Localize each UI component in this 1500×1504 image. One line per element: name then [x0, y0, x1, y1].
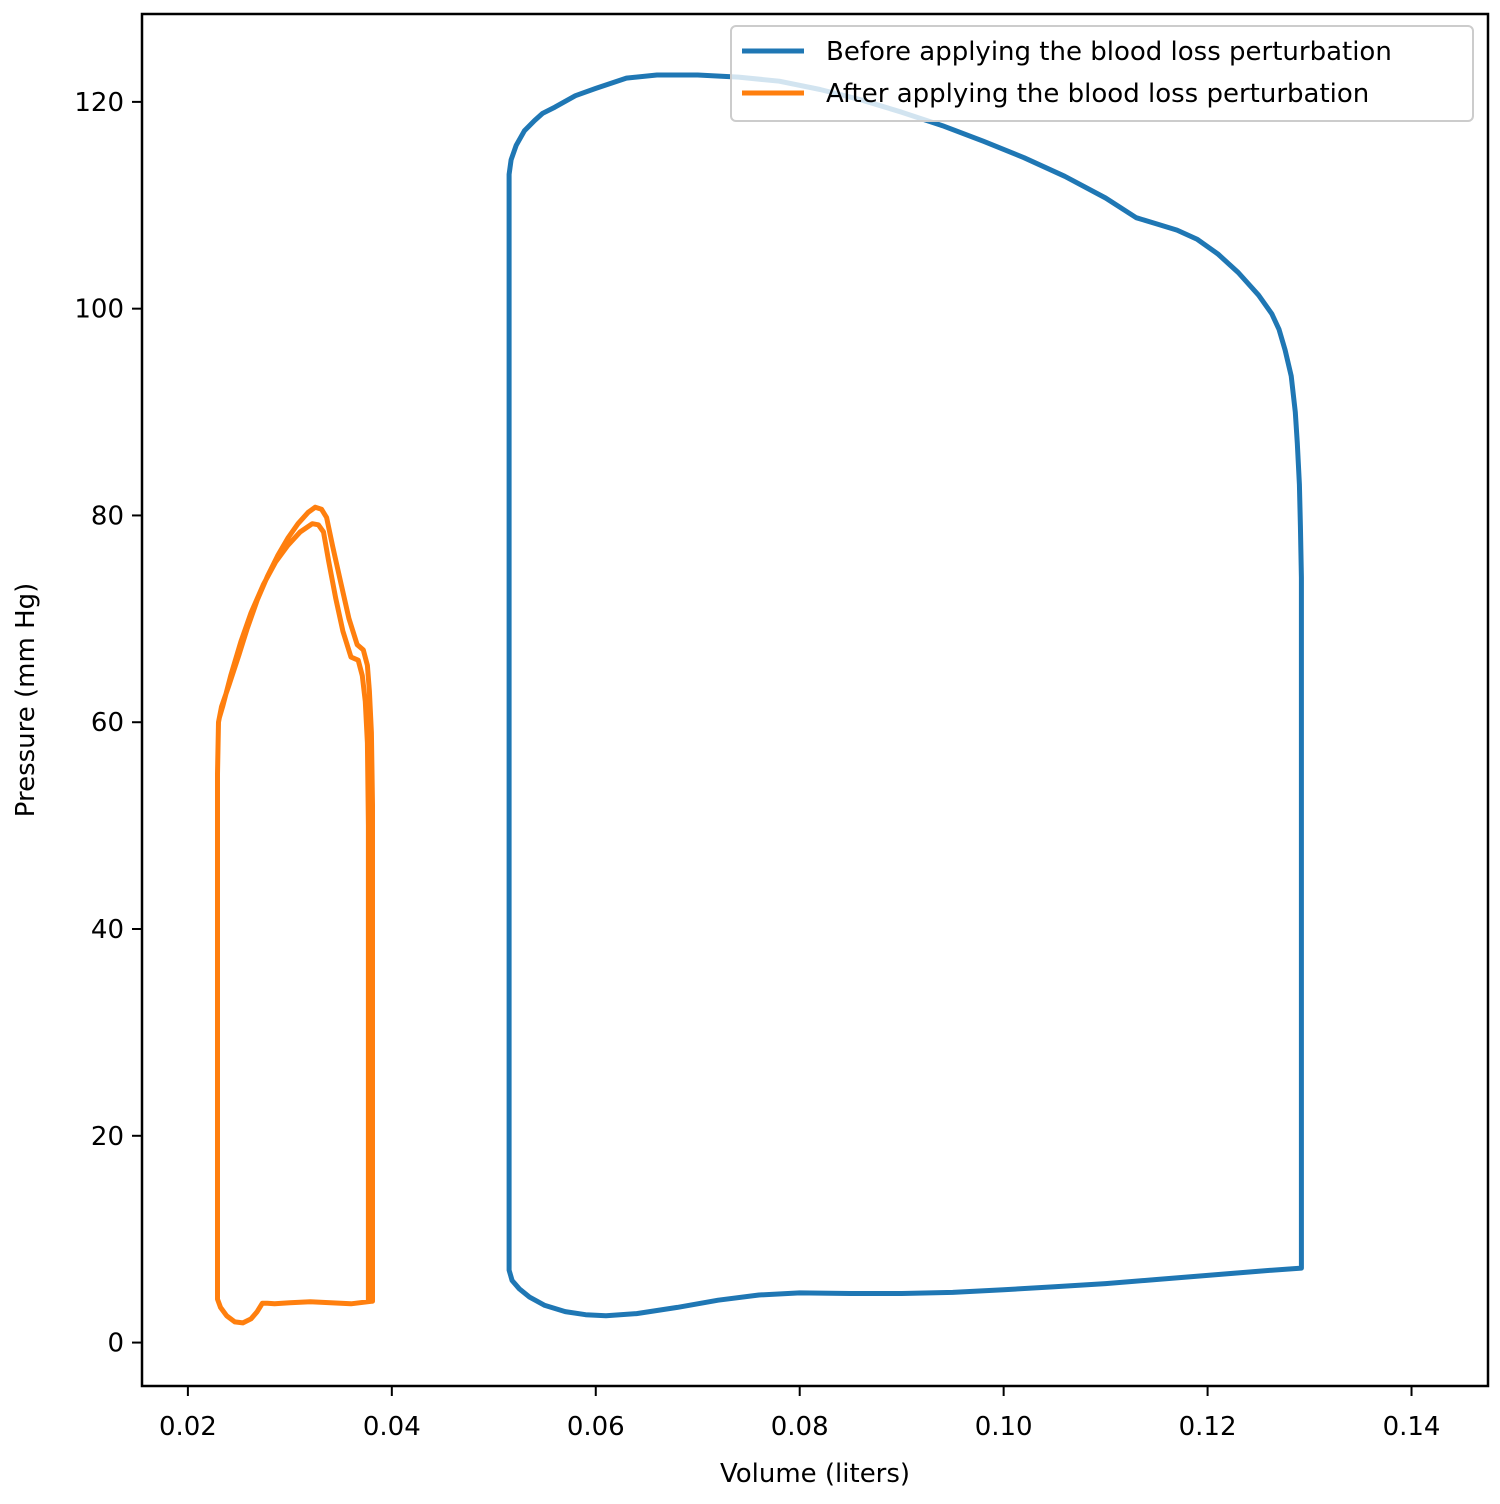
y-axis-label: Pressure (mm Hg)	[11, 583, 41, 818]
y-tick-label: 80	[91, 501, 124, 531]
legend-label-2: After applying the blood loss perturbati…	[826, 79, 1369, 109]
legend: Before applying the blood loss perturbat…	[730, 25, 1474, 122]
series-line-2	[215, 504, 375, 1326]
y-tick-label: 20	[91, 1122, 124, 1152]
legend-label-1: Before applying the blood loss perturbat…	[826, 37, 1392, 67]
x-axis: 0.02 0.04 0.06 0.08 0.10 0.12 0.14	[159, 1386, 1441, 1442]
y-axis: 0 20 40 60 80 100 120	[74, 88, 142, 1359]
x-tick-label: 0.14	[1383, 1412, 1441, 1442]
x-tick-label: 0.06	[567, 1412, 625, 1442]
x-tick-label: 0.12	[1179, 1412, 1237, 1442]
x-tick-label: 0.10	[975, 1412, 1033, 1442]
x-tick-label: 0.02	[159, 1412, 217, 1442]
x-axis-label: Volume (liters)	[720, 1459, 910, 1489]
series-line-1	[506, 72, 1304, 1319]
y-tick-label: 40	[91, 915, 124, 945]
x-tick-label: 0.08	[771, 1412, 829, 1442]
plot-area	[215, 72, 1304, 1326]
y-tick-label: 120	[74, 88, 124, 118]
y-tick-label: 60	[91, 708, 124, 738]
y-tick-label: 100	[74, 295, 124, 325]
y-tick-label: 0	[107, 1329, 124, 1359]
x-tick-label: 0.04	[363, 1412, 421, 1442]
plot-frame	[140, 12, 1490, 1388]
legend-box	[730, 25, 1474, 122]
